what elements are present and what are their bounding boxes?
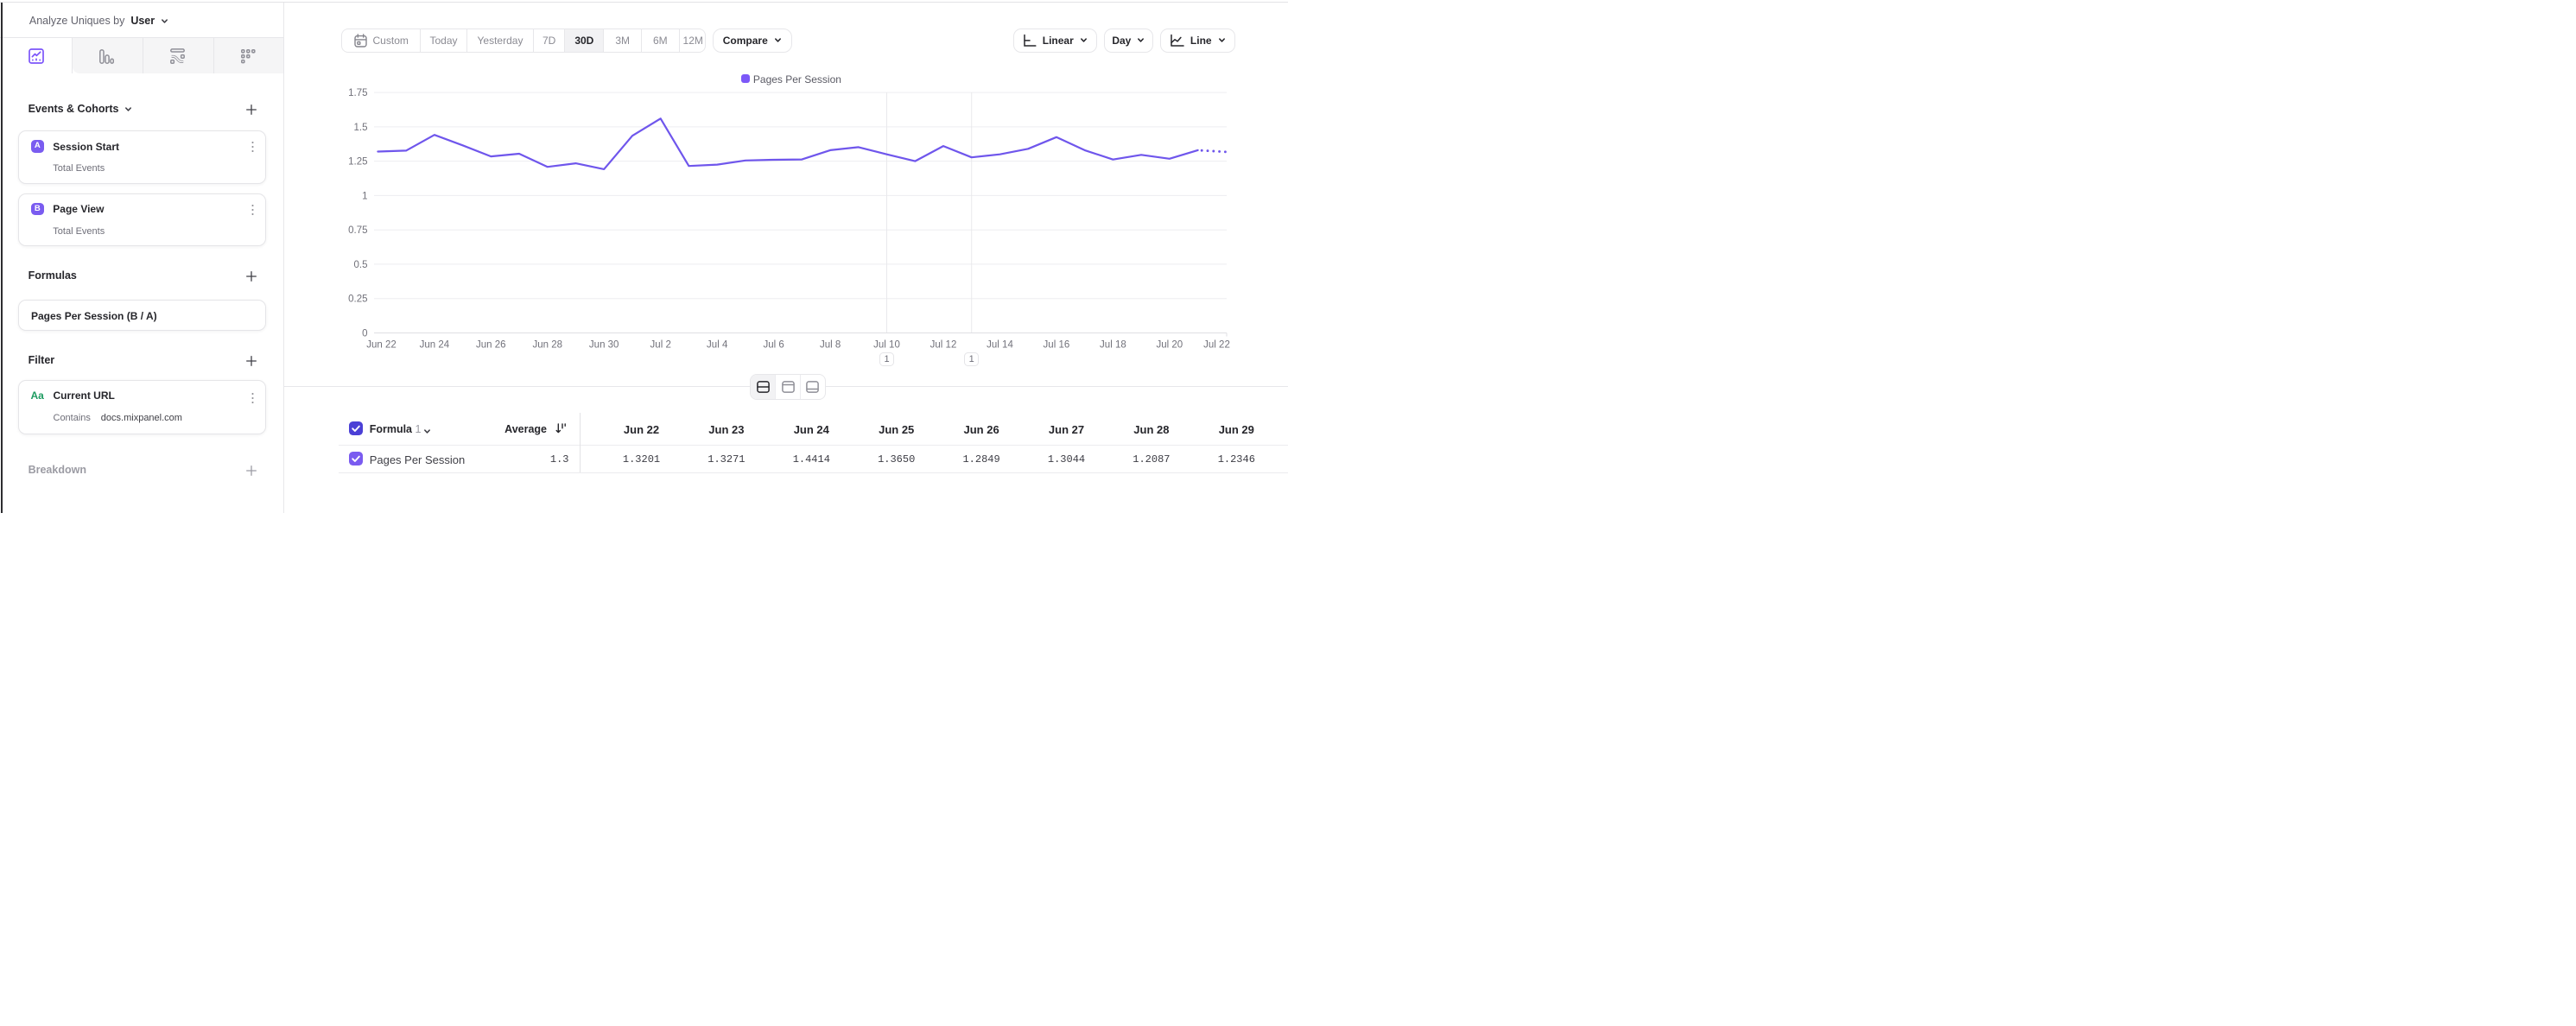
svg-text:1.25: 1.25 [348, 157, 367, 168]
svg-text:Jul 6: Jul 6 [763, 340, 784, 351]
svg-text:Jun 22: Jun 22 [366, 340, 397, 351]
svg-text:0.25: 0.25 [348, 294, 367, 305]
svg-text:0.5: 0.5 [354, 260, 368, 270]
svg-text:1: 1 [362, 191, 367, 201]
svg-text:Jul 18: Jul 18 [1100, 340, 1126, 351]
svg-text:Jun 26: Jun 26 [476, 340, 506, 351]
svg-text:Jul 22: Jul 22 [1203, 340, 1230, 351]
svg-text:Jul 16: Jul 16 [1044, 340, 1070, 351]
svg-text:Jul 14: Jul 14 [987, 340, 1013, 351]
svg-text:1.5: 1.5 [354, 123, 368, 133]
svg-text:1.75: 1.75 [348, 88, 367, 98]
svg-text:Jun 24: Jun 24 [420, 340, 450, 351]
svg-text:0.75: 0.75 [348, 225, 367, 236]
svg-text:Jul 4: Jul 4 [707, 340, 728, 351]
svg-text:Jul 12: Jul 12 [930, 340, 957, 351]
svg-text:Jun 30: Jun 30 [589, 340, 619, 351]
svg-text:Jul 20: Jul 20 [1156, 340, 1183, 351]
svg-text:Jul 2: Jul 2 [650, 340, 671, 351]
svg-text:Jul 10: Jul 10 [873, 340, 900, 351]
svg-text:Jul 8: Jul 8 [820, 340, 841, 351]
svg-text:Jun 28: Jun 28 [533, 340, 563, 351]
svg-text:0: 0 [362, 329, 367, 339]
